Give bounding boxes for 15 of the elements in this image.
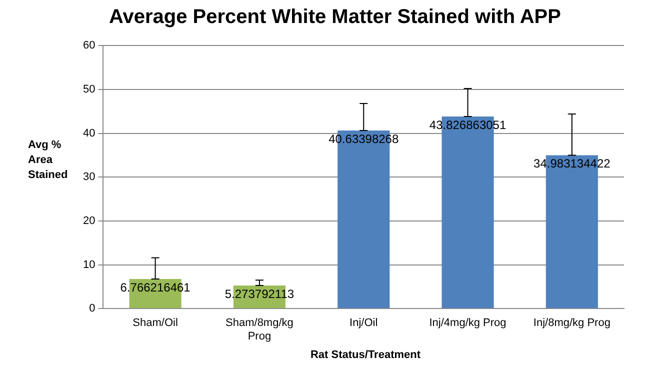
x-tick-label: Inj/Oil bbox=[350, 317, 378, 330]
y-tick-label: 60 bbox=[82, 40, 96, 52]
y-tick-label: 30 bbox=[82, 171, 96, 184]
x-tick-label: Sham/8mg/kg Prog bbox=[226, 317, 294, 342]
y-tick-label: 0 bbox=[89, 302, 96, 315]
y-axis-title: Avg % Area Stained bbox=[28, 139, 68, 181]
x-tick-label: Inj/4mg/kg Prog bbox=[429, 317, 506, 330]
y-tick-label: 40 bbox=[82, 127, 96, 140]
x-tick-label: Inj/8mg/kg Prog bbox=[533, 317, 610, 330]
y-tick-label: 50 bbox=[82, 83, 96, 96]
y-tick-label: 20 bbox=[82, 214, 96, 227]
y-tick-label: 10 bbox=[82, 258, 96, 271]
x-tick-label: Sham/Oil bbox=[132, 317, 178, 330]
x-axis-title: Rat Status/Treatment bbox=[309, 349, 422, 361]
chart-title: Average Percent White Matter Stained with APP bbox=[108, 6, 562, 29]
